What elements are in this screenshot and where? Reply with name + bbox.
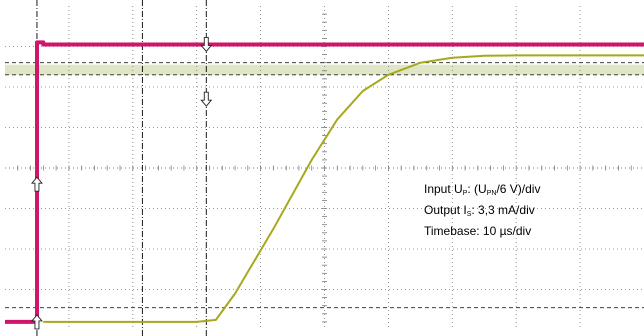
output-trace [43,54,644,323]
legend-input-value-sub: PN [486,190,497,197]
legend-output-sub: S [466,211,472,218]
legend-timebase: Timebase: 10 µs/div [424,223,540,239]
legend: Input UP: (UPN/6 V)/div Output IS: 3,3 m… [424,181,540,239]
dashed-level-lines [5,62,644,309]
tolerance-band-rect [5,64,644,75]
legend-input: Input UP: (UPN/6 V)/div [424,181,540,202]
legend-timebase-value: : 10 µs/div [476,224,532,238]
legend-input-sub: P [462,190,468,197]
arrow-down-icon [200,37,213,53]
legend-input-label: Input U [424,182,463,196]
arrow-up-icon [30,314,43,330]
legend-output-value: : 3,3 mA/div [471,203,535,217]
arrow-up-icon [30,176,43,192]
tolerance-band [5,64,644,75]
legend-input-value: : (U [467,182,487,196]
input-trace [5,40,644,324]
arrow-down-icon [200,91,213,107]
legend-timebase-label: Timebase [424,224,477,238]
cursor-arrows [30,37,213,330]
legend-input-value-tail: /6 V)/div [496,182,541,196]
legend-output: Output IS: 3,3 mA/div [424,202,540,223]
traces [4,40,644,324]
legend-output-label: Output I [424,203,467,217]
